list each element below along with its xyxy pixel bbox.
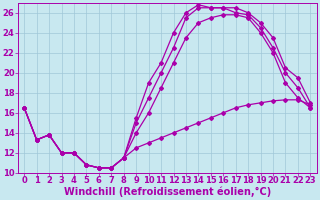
X-axis label: Windchill (Refroidissement éolien,°C): Windchill (Refroidissement éolien,°C) xyxy=(64,187,271,197)
